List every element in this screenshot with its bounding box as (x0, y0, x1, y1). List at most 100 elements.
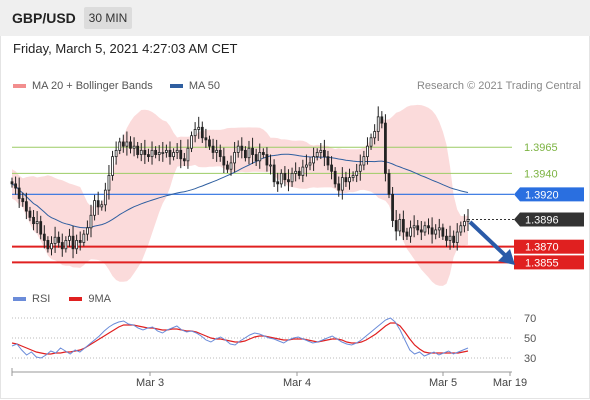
candle (254, 148, 258, 167)
candle (75, 234, 79, 254)
candle (204, 128, 208, 148)
candle (139, 143, 143, 162)
x-tick-label: Mar 4 (283, 377, 311, 389)
candle (53, 226, 57, 253)
candle (463, 214, 466, 233)
candle (337, 176, 341, 197)
candle (89, 204, 93, 238)
header-bar: GBP/USD 30 MIN (0, 0, 590, 36)
x-tick-label: Mar 5 (429, 377, 457, 389)
candle (71, 225, 75, 259)
candle (168, 141, 172, 165)
candle (129, 136, 132, 154)
candle-body (222, 156, 226, 166)
candle (376, 106, 380, 141)
legend-main: MA 20 + Bollinger Bands MA 50 (13, 80, 220, 92)
candle-body (100, 204, 104, 208)
candle-body (111, 156, 114, 176)
candle (100, 200, 104, 211)
candle (93, 194, 96, 221)
level-1-3896-tag: 1.3896 (514, 212, 584, 227)
chart-datetime: Friday, March 5, 2021 4:27:03 AM CET (13, 41, 238, 56)
candle-body (82, 233, 86, 243)
candle (308, 157, 312, 171)
candle-body (466, 219, 470, 222)
candle (258, 143, 262, 169)
level-1-3920-tag-bg (514, 187, 584, 202)
candle (161, 141, 165, 162)
swatch-rsi (13, 297, 26, 302)
candle (319, 143, 323, 160)
level-1-3896-tag-bg (514, 212, 584, 227)
candle (236, 140, 240, 158)
candle (154, 146, 158, 159)
level-1-3920-label: 1.3920 (525, 189, 559, 201)
candle (10, 177, 14, 188)
candle-body (305, 164, 308, 168)
candle-body (279, 172, 283, 185)
candle-body (21, 198, 25, 203)
candle (240, 137, 244, 159)
candle-body (391, 193, 394, 221)
candle (222, 147, 226, 174)
candle (60, 233, 64, 257)
candle (401, 210, 405, 241)
candle (409, 220, 412, 243)
candle-body (121, 141, 125, 147)
legend-label-ma20: MA 20 + Bollinger Bands (32, 80, 153, 92)
candle (445, 228, 448, 247)
x-tick-label: Mar 19 (493, 377, 527, 389)
timeframe-button[interactable]: 30 MIN (84, 7, 132, 29)
candle (348, 168, 351, 190)
candle (427, 218, 430, 235)
candle-body (46, 239, 50, 250)
candle (143, 139, 147, 164)
candle (287, 169, 290, 192)
candle (150, 141, 154, 165)
candle-body (132, 145, 136, 149)
candle (351, 171, 355, 182)
candle-body (423, 225, 427, 233)
candle-body (376, 116, 380, 132)
candle-body (14, 183, 17, 189)
candle (416, 219, 420, 236)
rsi-level-label-30: 30 (524, 353, 536, 365)
candle-body (427, 225, 430, 229)
candle (111, 150, 114, 181)
candle-body (57, 236, 61, 243)
candle-body (369, 137, 373, 147)
candle (441, 223, 445, 240)
candle (387, 169, 391, 199)
candle-body (150, 149, 154, 158)
candle-body (315, 152, 319, 158)
candle-body (197, 126, 201, 130)
candle (24, 192, 28, 220)
candle (340, 167, 344, 200)
candle (294, 162, 298, 182)
candle (330, 156, 333, 180)
candle (118, 137, 122, 155)
candle-body (42, 233, 46, 241)
candle (179, 139, 183, 169)
candle (333, 167, 337, 188)
candle (384, 114, 387, 182)
candle (211, 138, 215, 160)
candle (279, 169, 283, 188)
candle-body (186, 147, 190, 162)
candle (226, 160, 229, 173)
candle-body (78, 239, 82, 243)
candle (182, 152, 186, 167)
candle (165, 144, 168, 158)
candle (132, 137, 136, 157)
legend-label-ma50: MA 50 (188, 80, 221, 92)
candle (272, 159, 276, 187)
candle-body (283, 172, 287, 181)
candle-body (39, 221, 43, 235)
level-1-3855-tag-bg (514, 255, 584, 270)
candle (208, 135, 211, 150)
candle-body (269, 164, 272, 167)
candle-body (276, 181, 280, 185)
candle-body (430, 227, 434, 235)
candle-body (358, 164, 362, 172)
